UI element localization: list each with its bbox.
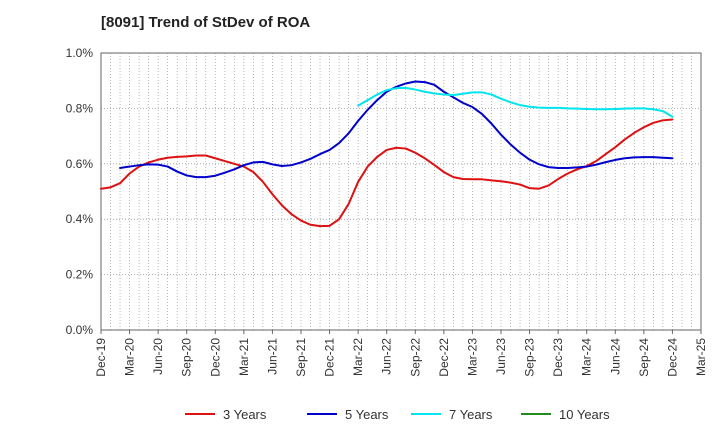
series-line-3-years [100, 118, 674, 228]
x-tick-label: Sep-20 [180, 338, 194, 377]
x-tick-label: Dec-19 [94, 338, 108, 377]
x-tick-label: Sep-24 [637, 338, 651, 377]
x-tick-label: Jun-20 [151, 338, 165, 375]
legend-label-5-years: 5 Years [345, 407, 389, 422]
x-tick-label: Sep-22 [408, 338, 422, 377]
plot-frame [100, 52, 702, 331]
x-tick-label: Jun-23 [494, 338, 508, 375]
x-tick-label: Jun-22 [380, 338, 394, 375]
x-tick-label: Mar-22 [351, 338, 365, 376]
x-tick-label: Jun-21 [265, 338, 279, 375]
x-tick-label: Dec-22 [437, 338, 451, 377]
grid [100, 52, 702, 331]
axes: 0.0% 0.2% 0.4% 0.6% 0.8% 1.0% Dec-19 Mar-20 Jun-… [66, 46, 708, 377]
legend-label-10-years: 10 Years [559, 407, 610, 422]
y-tick-label: 0.2% [66, 268, 94, 282]
chart-title: [8091] Trend of StDev of ROA [101, 14, 311, 31]
x-tick-label: Sep-23 [523, 338, 537, 377]
legend-label-7-years: 7 Years [449, 407, 493, 422]
y-tick-label: 0.4% [66, 212, 94, 226]
legend-label-3-years: 3 Years [223, 407, 267, 422]
series-lines [100, 80, 674, 228]
y-tick-label: 0.6% [66, 157, 94, 171]
x-tick-label: Mar-23 [465, 338, 479, 376]
x-tick-label: Mar-25 [694, 338, 708, 376]
x-tick-label: Mar-21 [237, 338, 251, 376]
y-tick-label: 0.0% [66, 323, 94, 337]
x-tick-label: Mar-20 [123, 338, 137, 376]
x-tick-label: Mar-24 [580, 338, 594, 376]
series-line-7-years [357, 86, 674, 118]
legend: 3 Years 5 Years 7 Years 10 Years [185, 407, 610, 422]
x-tick-label: Dec-21 [323, 338, 337, 377]
x-tick-label: Dec-23 [551, 338, 565, 377]
x-tick-label: Sep-21 [294, 338, 308, 377]
x-tick-label: Jun-24 [608, 338, 622, 375]
y-tick-label: 0.8% [66, 101, 94, 115]
x-tick-label: Dec-24 [665, 338, 679, 377]
x-tick-label: Dec-20 [208, 338, 222, 377]
series-line-5-years [119, 80, 674, 179]
y-tick-label: 1.0% [66, 46, 94, 60]
